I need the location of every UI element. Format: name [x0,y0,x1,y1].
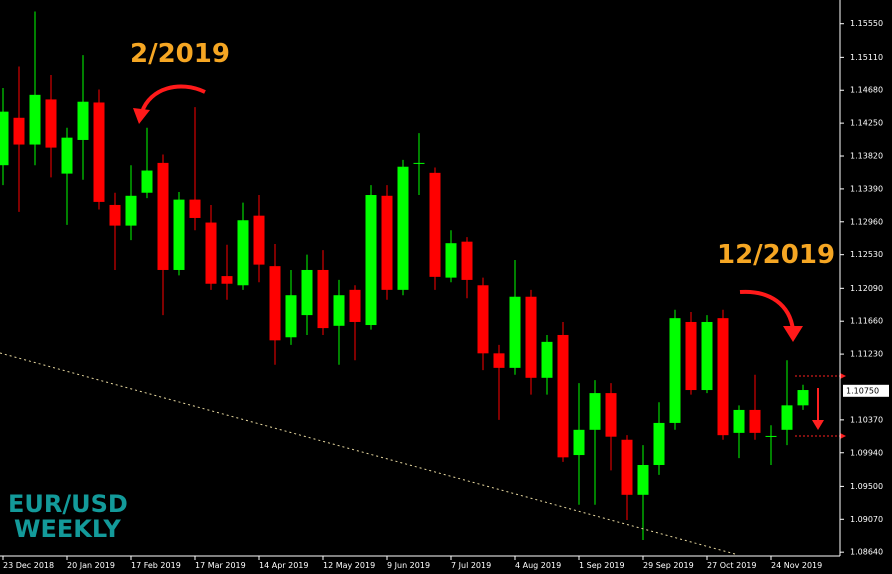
candle-body [349,289,361,322]
candle-body [237,220,249,286]
current-price-box [843,384,889,397]
candle-body [317,269,329,329]
candle-body [189,199,201,218]
candle-body [125,195,137,226]
candle-body [797,390,809,406]
candle-body [589,393,601,430]
candle-body [141,170,153,193]
arrowhead [783,326,803,342]
arrow [140,84,206,113]
x-tick-label: 1 Sep 2019 [579,561,625,570]
y-tick-label: 1.09070 [850,515,883,524]
y-tick-label: 1.12090 [850,284,883,293]
candle-body [205,222,217,284]
candle-body [653,422,665,465]
x-tick-label: 7 Jul 2019 [451,561,491,570]
candle-body [269,266,281,341]
x-tick-label: 23 Dec 2018 [3,561,54,570]
arrowhead [133,108,150,124]
y-tick-label: 1.14680 [850,86,883,95]
candle-body [669,318,681,423]
annotation: 2/2019 [130,39,230,69]
arrowhead [840,373,846,379]
candle-body [397,166,409,290]
trendline [0,352,736,555]
y-tick-label: 1.11230 [850,350,883,359]
candle-body [45,99,57,148]
candle-body [365,195,377,326]
current-price-label: 1.10750 [846,386,879,395]
candle-body [157,162,169,270]
candle-body [285,295,297,338]
candle-body [621,439,633,495]
candle-body [525,296,537,378]
y-tick-label: 1.13820 [850,152,883,161]
candle-body [301,269,313,316]
y-tick-label: 1.10370 [850,415,883,424]
x-tick-label: 24 Nov 2019 [771,561,822,570]
candle-body [381,195,393,290]
candle-body [477,285,489,354]
y-tick-label: 1.12530 [850,250,883,259]
y-tick-label: 1.15110 [850,53,883,62]
candle-body [253,215,265,265]
y-tick-label: 1.13390 [850,184,883,193]
candle-body [93,102,105,202]
candle-body [541,341,553,378]
y-tick-label: 1.14250 [850,119,883,128]
candle-body [733,409,745,433]
candle-body [77,101,89,140]
candle-body [765,435,777,437]
candle-body [429,172,441,277]
timeframe: WEEKLY [14,515,121,543]
candle-body [13,117,25,145]
candle-body [717,318,729,436]
candle-body [749,409,761,433]
candle-body [461,241,473,280]
candle-body [221,276,233,284]
x-tick-label: 12 May 2019 [323,561,375,570]
x-tick-label: 4 Aug 2019 [515,561,561,570]
y-tick-label: 1.12960 [850,217,883,226]
y-tick-label: 1.11660 [850,317,883,326]
symbol: EUR/USD [8,490,128,518]
candle-body [333,295,345,326]
y-tick-label: 1.15550 [850,19,883,28]
candle-body [173,199,185,270]
candle-body [605,393,617,437]
annotation: 12/2019 [717,240,835,270]
candle-body [685,321,697,391]
candle-body [557,334,569,458]
x-tick-label: 9 Jun 2019 [387,561,430,570]
candle-body [573,429,585,456]
x-tick-label: 29 Sep 2019 [643,561,694,570]
arrow [739,289,795,331]
x-tick-label: 14 Apr 2019 [259,561,308,570]
y-tick-label: 1.09500 [850,482,883,491]
x-tick-label: 20 Jan 2019 [67,561,115,570]
candle-body [413,162,425,164]
candle-body [0,111,9,166]
candle-body [781,405,793,430]
candle-body [701,321,713,391]
arrowhead [840,433,846,439]
candle-body [637,464,649,495]
x-tick-label: 17 Feb 2019 [131,561,181,570]
candle-body [509,296,521,368]
candle-body [29,94,41,145]
candle-body [109,204,121,226]
arrowhead [812,420,824,430]
x-tick-label: 27 Oct 2019 [707,561,756,570]
plot-area [0,11,809,540]
candle-body [493,353,505,368]
candle-body [61,137,73,174]
y-tick-label: 1.09940 [850,448,883,457]
y-tick-label: 1.08640 [850,548,883,557]
x-tick-label: 17 Mar 2019 [195,561,246,570]
candle-body [445,243,457,278]
